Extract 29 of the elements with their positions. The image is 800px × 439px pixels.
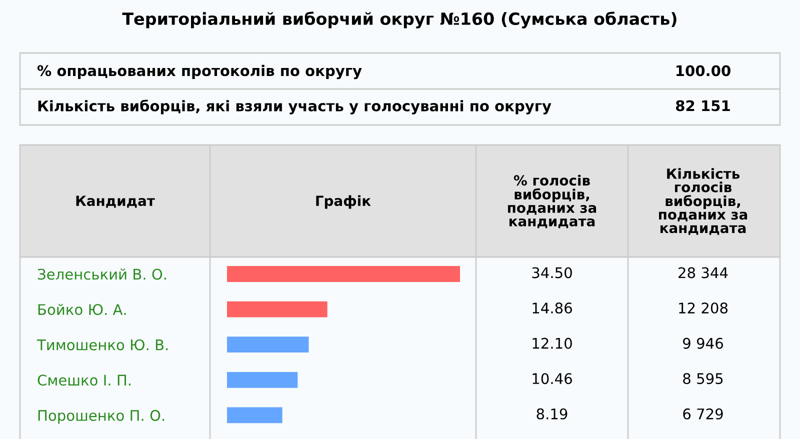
y-axis-title: Кандидат: [76, 196, 155, 208]
x-axis-title: Графік: [316, 195, 371, 209]
data-label: 14.86: [532, 302, 572, 314]
text: 100.00: [676, 65, 730, 76]
text: 8 595: [683, 373, 723, 384]
text: 9 946: [683, 338, 723, 349]
data-label: 10.46: [532, 373, 572, 384]
data-label: 34.50: [532, 267, 572, 278]
bar: [227, 372, 298, 388]
text: 12 208: [679, 302, 728, 314]
data-label: 8.19: [536, 408, 568, 420]
text: Кількість виборців, які взяли участь у голосуванні по округу: [38, 100, 552, 114]
y-tick-label: Смешко І. П.: [38, 374, 130, 386]
text: % голосів виборців, поданих за кандидата: [508, 174, 596, 228]
y-tick-label: Бойко Ю. А.: [38, 304, 126, 316]
bar: [227, 407, 282, 424]
y-tick-label: Зеленський В. О.: [38, 268, 166, 280]
chart-title: Територіальний виборчий округ №160 (Сумська область): [122, 12, 676, 28]
text: Кількість голосів виборців, поданих за кандидата: [659, 168, 748, 235]
bar: [227, 301, 328, 318]
data-label: 12.10: [532, 338, 572, 349]
text: % опрацьованих протоколів по округу: [37, 64, 362, 80]
bar: [227, 336, 309, 353]
y-tick-label: Порошенко П. О.: [38, 410, 164, 424]
text: 82 151: [676, 100, 730, 112]
bar: [227, 266, 460, 282]
text: 28 344: [678, 267, 728, 278]
text: 6 729: [683, 408, 723, 420]
y-tick-label: Тимошенко Ю. В.: [36, 339, 168, 350]
